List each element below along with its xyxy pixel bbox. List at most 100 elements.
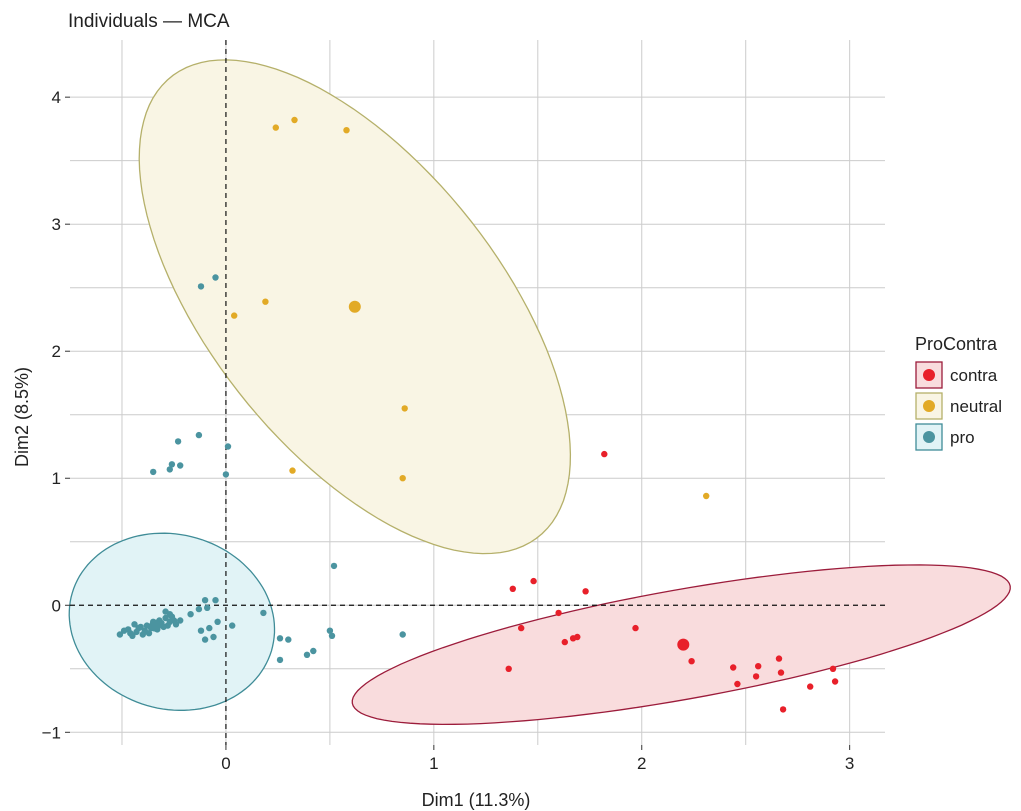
point-pro (195, 431, 203, 439)
point-pro (162, 608, 169, 615)
point-contra (831, 678, 839, 685)
point-pro (214, 618, 221, 625)
point-pro (150, 468, 157, 476)
point-contra (807, 683, 814, 690)
point-contra (730, 664, 737, 671)
point-neutral (262, 298, 269, 305)
point-neutral (289, 467, 296, 474)
centroid-pro (149, 619, 162, 632)
point-pro (145, 630, 153, 637)
centroid-contra (677, 638, 690, 651)
point-pro (160, 623, 167, 631)
legend-marker-pro (923, 431, 935, 443)
point-pro (168, 613, 176, 620)
legend-label-neutral: neutral (950, 397, 1002, 416)
plot-area (68, 40, 1011, 745)
point-neutral (343, 127, 350, 134)
point-contra (509, 585, 516, 592)
point-pro (143, 622, 151, 629)
y-tick-label: −1 (42, 723, 61, 742)
x-axis-ticks: 0 1 2 3 (221, 745, 854, 773)
y-tick-label: 1 (52, 469, 61, 488)
y-tick-label: 4 (52, 88, 61, 107)
point-contra (777, 669, 785, 676)
point-pro (303, 651, 311, 658)
legend-key-neutral (915, 392, 943, 420)
point-pro (162, 614, 169, 622)
point-neutral (401, 405, 408, 412)
point-pro (197, 627, 205, 634)
point-pro (129, 632, 136, 639)
confidence-ellipses (68, 59, 1011, 726)
point-pro (328, 632, 336, 639)
x-tick-label: 0 (221, 754, 230, 773)
point-pro (197, 283, 205, 290)
point-pro (330, 562, 338, 570)
x-tick-label: 1 (429, 754, 438, 773)
point-pro (131, 621, 138, 628)
legend-entries: contra neutral pro (915, 361, 1002, 451)
point-pro (177, 462, 184, 469)
y-tick-label: 2 (52, 342, 61, 361)
point-pro (212, 597, 219, 604)
centroid-neutral (348, 300, 361, 313)
point-pro (139, 631, 146, 638)
point-contra (530, 577, 537, 585)
point-pro (276, 656, 284, 664)
legend-label-pro: pro (950, 428, 975, 447)
legend-label-contra: contra (950, 366, 998, 385)
point-pro (206, 624, 213, 632)
point-pro (135, 624, 142, 632)
point-neutral (291, 116, 298, 124)
y-axis-title: Dim2 (8.5%) (12, 367, 32, 467)
point-pro (285, 636, 292, 643)
x-tick-label: 2 (637, 754, 646, 773)
point-pro (210, 633, 217, 641)
legend-marker-contra (923, 369, 935, 381)
legend: ProContra contra neutral pro (915, 334, 1002, 451)
point-pro (326, 627, 334, 634)
point-pro (399, 631, 406, 638)
point-pro (166, 618, 173, 625)
point-pro (116, 631, 124, 638)
point-neutral (231, 312, 238, 319)
x-tick-label: 3 (845, 754, 854, 773)
point-contra (779, 706, 787, 713)
point-contra (632, 624, 639, 632)
point-pro (212, 274, 219, 281)
point-contra (518, 624, 525, 632)
point-pro (172, 621, 180, 628)
point-pro (168, 461, 176, 468)
point-neutral (399, 475, 406, 482)
x-axis-title: Dim1 (11.3%) (422, 790, 531, 810)
point-pro (204, 604, 211, 611)
point-contra (555, 609, 562, 617)
point-pro (310, 647, 317, 655)
point-pro (276, 635, 284, 642)
point-pro (201, 597, 209, 604)
point-contra (601, 450, 608, 458)
point-pro (174, 438, 182, 445)
point-pro (195, 605, 203, 613)
point-pro (166, 466, 173, 473)
point-pro (260, 609, 267, 617)
point-contra (688, 658, 695, 665)
y-tick-label: 3 (52, 215, 61, 234)
point-pro (201, 636, 209, 643)
point-contra (755, 663, 762, 670)
point-pro (222, 471, 230, 478)
point-contra (775, 655, 783, 662)
legend-title: ProContra (915, 334, 998, 354)
point-contra (505, 665, 512, 672)
point-neutral (703, 492, 710, 500)
point-contra (582, 588, 589, 595)
point-contra (752, 673, 760, 680)
point-contra (734, 680, 741, 688)
point-pro (187, 611, 194, 618)
point-pro (224, 443, 232, 450)
point-pro (177, 617, 184, 624)
point-contra (574, 633, 581, 641)
group-centroids (149, 300, 690, 651)
chart-title: Individuals — MCA (68, 11, 230, 32)
